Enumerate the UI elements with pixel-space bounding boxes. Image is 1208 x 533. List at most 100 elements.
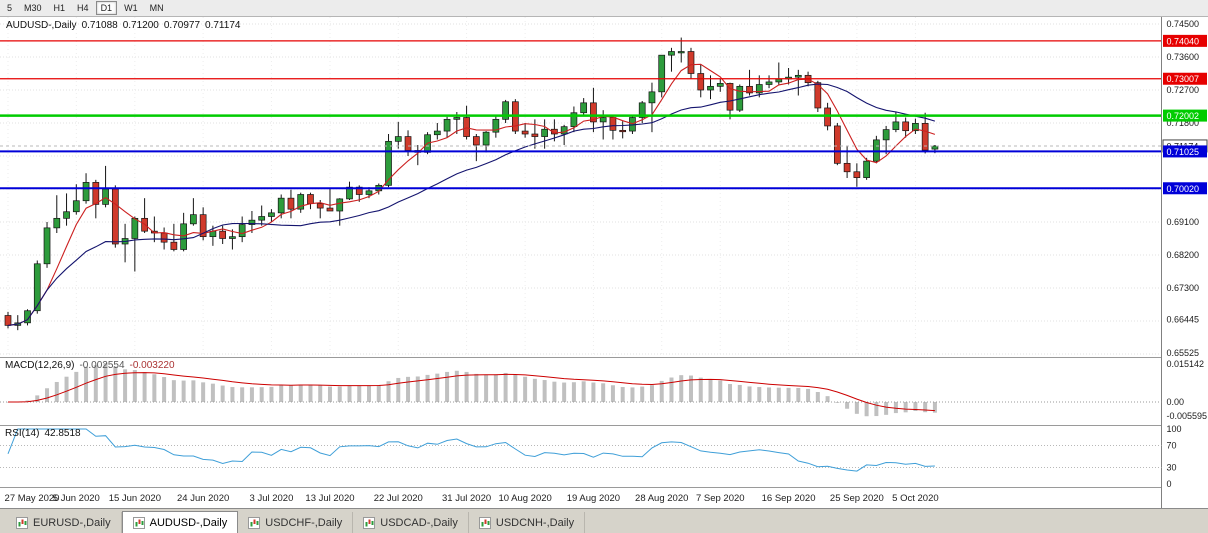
macd-histogram-bar — [35, 395, 40, 402]
date-axis-label: 28 Aug 2020 — [635, 493, 688, 504]
candle-body-down — [316, 203, 324, 209]
macd-histogram-bar — [191, 380, 196, 402]
candle-body-down — [111, 188, 119, 245]
candle-body-up — [277, 197, 285, 214]
timeframe-mn-button[interactable]: MN — [149, 3, 164, 13]
macd-histogram-bar — [708, 379, 713, 402]
macd-histogram-bar — [181, 380, 186, 402]
tab-audusd-daily[interactable]: AUDUSD-,Daily — [121, 511, 239, 533]
price-axis-label: 0.67300 — [1167, 283, 1200, 293]
macd-histogram-bar — [464, 371, 469, 402]
macd-histogram-bar — [318, 385, 323, 402]
date-axis-label: 25 Sep 2020 — [830, 493, 884, 504]
date-axis-label: 7 Sep 2020 — [696, 493, 745, 504]
macd-histogram-bar — [259, 387, 264, 402]
candle-body-up — [365, 190, 373, 195]
candle-body-up — [863, 160, 870, 178]
candle-body-up — [755, 84, 763, 94]
macd-histogram-bar — [825, 396, 830, 402]
macd-histogram-bar — [357, 385, 362, 402]
macd-histogram-bar — [308, 384, 313, 402]
chart-area: 0.74500 0.73600 0.72700 0.71800 0.69100 0.682… — [0, 17, 1208, 508]
timeframe-m30-button[interactable]: M30 — [24, 3, 42, 13]
macd-histogram-bar — [376, 385, 381, 402]
macd-histogram-bar — [210, 383, 215, 402]
macd-histogram-bar — [581, 381, 586, 402]
chart-background — [0, 17, 1208, 508]
candle-body-up — [882, 129, 890, 141]
candle-body-up — [297, 194, 305, 210]
macd-histogram-bar — [932, 402, 937, 413]
price-line-badge-text: 0.73007 — [1167, 74, 1200, 84]
timeframe-h4-button[interactable]: H4 — [77, 3, 89, 13]
candle-body-up — [794, 74, 802, 78]
candle-body-down — [287, 197, 295, 210]
macd-histogram-bar — [123, 369, 128, 402]
candle-body-up — [53, 217, 61, 229]
ma-fast-line — [7, 63, 936, 326]
timeframe-w1-button[interactable]: W1 — [124, 3, 138, 13]
candle-body-up — [102, 188, 109, 205]
rsi-axis-label: 70 — [1167, 441, 1177, 451]
date-axis-label: 5 Jun 2020 — [53, 493, 100, 504]
timeframe-h1-button[interactable]: H1 — [53, 3, 66, 13]
macd-histogram-bar — [513, 374, 518, 402]
tab-usdchf-daily[interactable]: USDCHF-,Daily — [238, 512, 354, 533]
macd-histogram-bar — [913, 402, 918, 411]
macd-histogram-bar — [45, 388, 50, 402]
candle-body-up — [238, 224, 246, 238]
candle-body-up — [502, 101, 509, 120]
candle-body-down — [843, 162, 851, 173]
price-axis-label: 0.68200 — [1167, 250, 1200, 260]
rsi-axis-label: 30 — [1167, 463, 1177, 473]
candle-body-up — [180, 223, 187, 250]
date-axis-label: 15 Jun 2020 — [109, 493, 161, 504]
macd-histogram-bar — [747, 386, 752, 402]
candle-body-up — [892, 121, 900, 130]
candle-body-up — [677, 51, 685, 54]
macd-histogram-bar — [903, 402, 908, 413]
tab-label: USDCHF-,Daily — [265, 516, 343, 529]
macd-histogram-bar — [503, 372, 508, 402]
candle-body-up — [541, 128, 548, 137]
candle-body-up — [82, 182, 90, 202]
macd-histogram-bar — [718, 380, 723, 402]
macd-histogram-bar — [688, 375, 693, 402]
chart-tab-icon — [16, 516, 28, 529]
timeframe-m5-button[interactable]: 5 — [7, 3, 13, 13]
tab-usdcad-daily[interactable]: USDCAD-,Daily — [353, 512, 469, 533]
timeframe-d1-button[interactable]: D1 — [95, 1, 118, 15]
macd-histogram-bar — [240, 387, 245, 402]
price-line-badge — [1163, 145, 1207, 158]
candle-body-up — [453, 117, 461, 120]
macd-histogram-bar — [630, 387, 635, 402]
candle-body-up — [668, 51, 675, 56]
candle-body-down — [307, 194, 314, 205]
price-axis-label: 0.66445 — [1167, 314, 1200, 324]
rsi-axis-label: 0 — [1167, 479, 1172, 489]
candle-body-up — [43, 227, 51, 265]
price-line-badge-text: 0.71025 — [1167, 147, 1200, 157]
candle-body-down — [219, 230, 227, 239]
macd-histogram-bar — [493, 374, 498, 402]
macd-histogram-bar — [298, 384, 303, 402]
candle-body-up — [716, 83, 724, 87]
tab-usdcnh-daily[interactable]: USDCNH-,Daily — [469, 512, 586, 533]
macd-axis-label: 0.00 — [1167, 397, 1185, 407]
chart-canvas[interactable]: 0.74500 0.73600 0.72700 0.71800 0.69100 0.682… — [0, 17, 1208, 508]
macd-histogram-bar — [201, 382, 206, 402]
macd-histogram-bar — [396, 377, 401, 402]
macd-histogram-bar — [113, 366, 118, 402]
macd-histogram-bar — [249, 387, 254, 402]
macd-histogram-bar — [152, 374, 157, 402]
macd-histogram-bar — [679, 375, 684, 402]
tab-eurusd-daily[interactable]: EURUSD-,Daily — [6, 512, 122, 533]
macd-histogram-bar — [435, 373, 440, 402]
candle-body-down — [160, 232, 168, 243]
candle-body-up — [190, 214, 197, 225]
candle-body-down — [404, 136, 412, 151]
candle-body-down — [902, 121, 909, 132]
candle-body-up — [707, 85, 714, 91]
candle-body-up — [775, 78, 783, 83]
